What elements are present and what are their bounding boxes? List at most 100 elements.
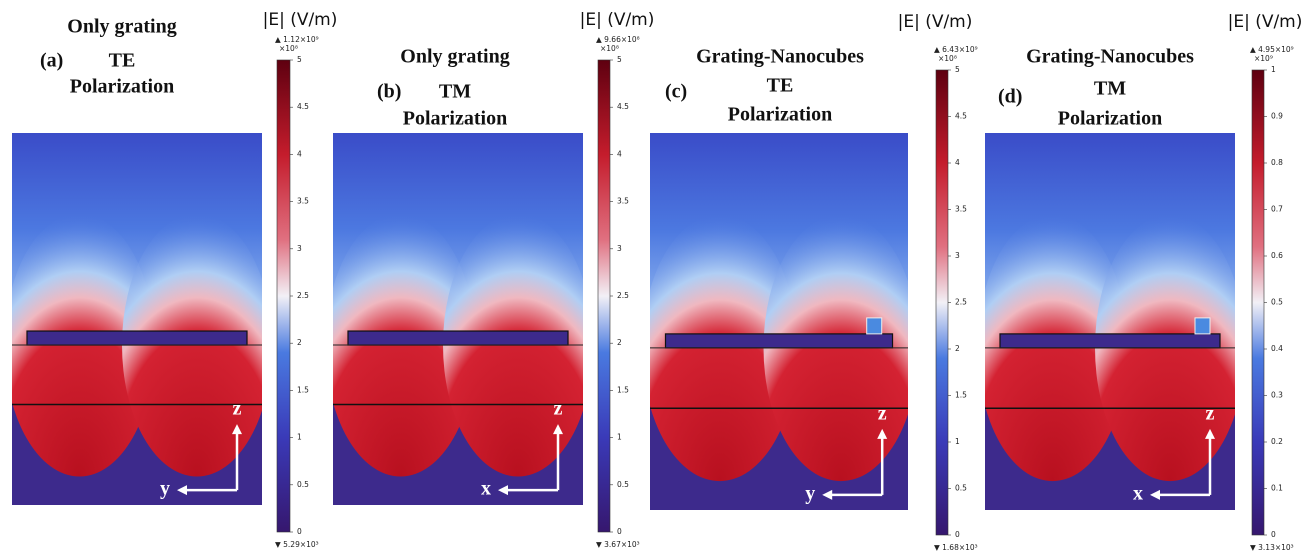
colorbar-title: |E| (V/m): [263, 10, 338, 30]
panel-title: TM: [1094, 78, 1126, 100]
colorbar-tick-label: 0.5: [617, 480, 629, 489]
field-map: [650, 133, 908, 510]
grating: [999, 333, 1221, 349]
colorbar-tick-label: 2.5: [617, 291, 629, 300]
panel-label: (b): [377, 81, 401, 103]
panel-title: Polarization: [728, 104, 832, 126]
colorbar-tick-label: 1.5: [297, 385, 309, 394]
colorbar-tick-label: 0.8: [1271, 158, 1283, 167]
colorbar-min: ▼ 5.29×10³: [275, 540, 319, 549]
axis-label: x: [481, 478, 491, 500]
arrow-head: [877, 428, 888, 439]
colorbar-tick-label: 1: [955, 437, 960, 446]
colorbar: [276, 59, 291, 533]
axis-label: z: [554, 398, 563, 420]
colorbar-multiplier: ×10⁸: [938, 54, 957, 63]
colorbar-tick-label: 0: [1271, 530, 1276, 539]
colorbar-tick-label: 3.5: [955, 205, 967, 214]
colorbar-tick-label: 2: [955, 344, 960, 353]
arrow-head: [822, 489, 833, 500]
colorbar-tick-label: 0.4: [1271, 344, 1283, 353]
grating: [347, 330, 569, 346]
arrow-head: [232, 424, 242, 435]
field-map: [12, 133, 262, 505]
panel-label: (d): [998, 86, 1022, 108]
axis-label: x: [1133, 483, 1143, 505]
colorbar-tick-label: 3: [955, 251, 960, 260]
colorbar-max: ▲ 9.66×10⁸: [596, 35, 640, 44]
colorbar-tick-label: 5: [297, 55, 302, 64]
colorbar-title: |E| (V/m): [580, 10, 655, 30]
arrow-head: [1150, 489, 1160, 500]
colorbar-tick-label: 0.1: [1271, 484, 1283, 493]
colorbar-tick-label: 5: [955, 65, 960, 74]
colorbar-multiplier: ×10⁸: [600, 44, 619, 53]
panel-title: Polarization: [1058, 108, 1162, 130]
colorbar-multiplier: ×10⁹: [1254, 54, 1273, 63]
axis-label: z: [878, 403, 887, 425]
panel-label: (a): [40, 50, 63, 72]
colorbar-tick-label: 0: [617, 527, 622, 536]
panel-title: Only grating: [67, 16, 176, 38]
colorbar-tick-label: 0.2: [1271, 437, 1283, 446]
panel-title: Grating-Nanocubes: [696, 46, 864, 68]
panel-title: TE: [109, 50, 136, 72]
colorbar-tick-label: 4.5: [617, 102, 629, 111]
colorbar-tick-label: 5: [617, 55, 622, 64]
panel-title: Only grating: [400, 46, 509, 68]
colorbar-tick-label: 1: [1271, 65, 1276, 74]
colorbar-tick-label: 0.9: [1271, 112, 1283, 121]
colorbar: [935, 69, 949, 536]
colorbar-tick-label: 2.5: [955, 298, 967, 307]
colorbar-tick-label: 0.3: [1271, 391, 1283, 400]
colorbar-tick-label: 4.5: [955, 112, 967, 121]
axis-label: z: [233, 398, 242, 420]
colorbar-tick-label: 0: [955, 530, 960, 539]
colorbar-tick-label: 1.5: [617, 385, 629, 394]
colorbar: [1251, 69, 1265, 536]
nanocube: [866, 317, 883, 335]
colorbar-tick-label: 0.7: [1271, 205, 1283, 214]
colorbar-tick-label: 1: [617, 433, 622, 442]
colorbar-tick-label: 3: [297, 244, 302, 253]
colorbar-min: ▼ 3.13×10³: [1250, 543, 1294, 552]
colorbar-tick-label: 0.6: [1271, 251, 1283, 260]
colorbar-tick-label: 0.5: [1271, 298, 1283, 307]
colorbar-max: ▲ 4.95×10⁹: [1250, 45, 1294, 54]
colorbar-tick-label: 4: [297, 149, 302, 158]
colorbar: [597, 59, 611, 533]
colorbar-title: |E| (V/m): [1228, 12, 1303, 32]
colorbar-max: ▲ 6.43×10⁹: [934, 45, 978, 54]
colorbar-tick-label: 2.5: [297, 291, 309, 300]
colorbar-tick-label: 3.5: [297, 197, 309, 206]
colorbar-tick-label: 2: [297, 338, 302, 347]
panel-title: Grating-Nanocubes: [1026, 46, 1194, 68]
panel-title: Polarization: [70, 76, 174, 98]
axis-label: y: [805, 483, 815, 505]
colorbar-tick-label: 0.5: [297, 480, 309, 489]
grating: [26, 330, 248, 346]
panel-label: (c): [665, 81, 687, 103]
colorbar-min: ▼ 1.68×10³: [934, 543, 978, 552]
nanocube: [1194, 317, 1211, 335]
field-map: [985, 133, 1235, 510]
colorbar-max: ▲ 1.12×10⁹: [275, 35, 319, 44]
colorbar-tick-label: 3.5: [617, 197, 629, 206]
colorbar-tick-label: 0: [297, 527, 302, 536]
field-map: [333, 133, 583, 505]
panel-title: TE: [767, 75, 794, 97]
colorbar-tick-label: 0.5: [955, 484, 967, 493]
colorbar-multiplier: ×10⁸: [279, 44, 298, 53]
arrow-head: [1205, 428, 1215, 439]
colorbar-min: ▼ 3.67×10³: [596, 540, 640, 549]
colorbar-tick-label: 4: [617, 149, 622, 158]
arrow-head: [553, 424, 563, 435]
colorbar-tick-label: 3: [617, 244, 622, 253]
panel-title: TM: [439, 81, 471, 103]
arrow-head: [498, 485, 508, 496]
colorbar-tick-label: 4: [955, 158, 960, 167]
axis-label: z: [1206, 403, 1215, 425]
colorbar-tick-label: 4.5: [297, 102, 309, 111]
